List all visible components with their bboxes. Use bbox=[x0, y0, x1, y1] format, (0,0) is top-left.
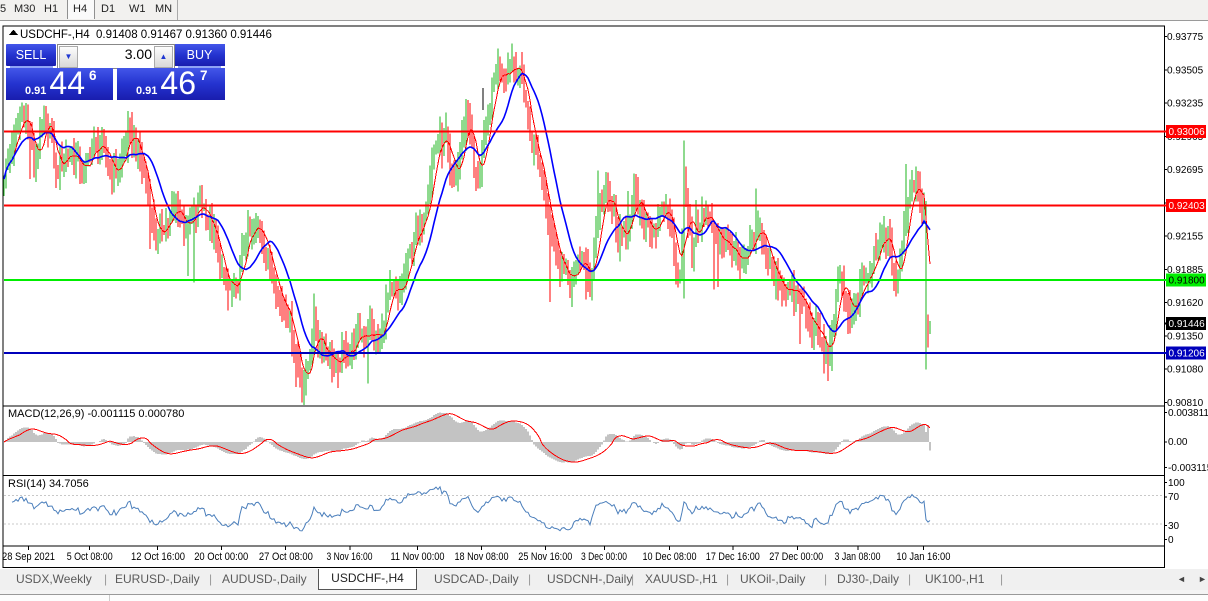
svg-text:USDCHF-,H4 0.91408 0.91467 0.: USDCHF-,H4 0.91408 0.91467 0.91360 0.914… bbox=[20, 29, 272, 41]
svg-text:0.92155: 0.92155 bbox=[1167, 232, 1204, 243]
svg-text:25 Nov 16:00: 25 Nov 16:00 bbox=[518, 551, 572, 563]
svg-text:0.92695: 0.92695 bbox=[1167, 165, 1204, 176]
svg-text:0: 0 bbox=[1168, 535, 1174, 546]
svg-text:3 Nov 16:00: 3 Nov 16:00 bbox=[327, 551, 373, 563]
svg-text:12 Oct 16:00: 12 Oct 16:00 bbox=[131, 551, 185, 563]
svg-text:0.91885: 0.91885 bbox=[1167, 265, 1204, 276]
svg-text:0.91206: 0.91206 bbox=[1169, 349, 1206, 360]
svg-text:5 Oct 08:00: 5 Oct 08:00 bbox=[67, 551, 113, 563]
svg-text:-0.003115: -0.003115 bbox=[1168, 463, 1208, 474]
svg-text:28 Sep 2021: 28 Sep 2021 bbox=[2, 551, 55, 563]
svg-text:100: 100 bbox=[1168, 478, 1185, 489]
svg-text:0.93505: 0.93505 bbox=[1167, 65, 1204, 76]
svg-text:0.00: 0.00 bbox=[1168, 437, 1188, 448]
svg-text:17 Dec 16:00: 17 Dec 16:00 bbox=[706, 551, 760, 563]
svg-text:MACD(12,26,9) -0.001115 0.0007: MACD(12,26,9) -0.001115 0.000780 bbox=[8, 408, 184, 420]
svg-text:3 Jan 08:00: 3 Jan 08:00 bbox=[835, 551, 881, 563]
svg-text:0.93235: 0.93235 bbox=[1167, 99, 1204, 110]
svg-text:0.91080: 0.91080 bbox=[1167, 365, 1204, 376]
svg-text:0.91350: 0.91350 bbox=[1167, 331, 1204, 342]
svg-text:27 Oct 08:00: 27 Oct 08:00 bbox=[259, 551, 313, 563]
svg-text:0.92403: 0.92403 bbox=[1169, 201, 1206, 212]
svg-text:0.003811: 0.003811 bbox=[1168, 408, 1208, 419]
svg-text:10 Jan 16:00: 10 Jan 16:00 bbox=[896, 551, 950, 563]
svg-text:10 Dec 08:00: 10 Dec 08:00 bbox=[643, 551, 697, 563]
svg-text:18 Nov 08:00: 18 Nov 08:00 bbox=[455, 551, 509, 563]
svg-text:70: 70 bbox=[1168, 492, 1180, 503]
svg-text:0.93006: 0.93006 bbox=[1169, 127, 1206, 138]
svg-text:0.93775: 0.93775 bbox=[1167, 32, 1204, 43]
svg-text:30: 30 bbox=[1168, 521, 1180, 532]
svg-text:0.91800: 0.91800 bbox=[1169, 275, 1206, 286]
svg-text:0.91620: 0.91620 bbox=[1167, 298, 1204, 309]
svg-text:0.90810: 0.90810 bbox=[1167, 398, 1204, 409]
svg-text:3 Dec 00:00: 3 Dec 00:00 bbox=[581, 551, 627, 563]
svg-text:20 Oct 00:00: 20 Oct 00:00 bbox=[194, 551, 248, 563]
svg-text:11 Nov 00:00: 11 Nov 00:00 bbox=[391, 551, 445, 563]
svg-text:0.91446: 0.91446 bbox=[1169, 319, 1206, 330]
svg-text:RSI(14) 34.7056: RSI(14) 34.7056 bbox=[8, 478, 89, 490]
svg-text:27 Dec 00:00: 27 Dec 00:00 bbox=[769, 551, 823, 563]
